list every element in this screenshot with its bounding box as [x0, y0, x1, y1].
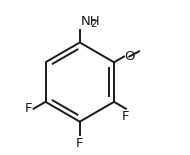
- Text: F: F: [25, 102, 32, 115]
- Text: O: O: [125, 50, 135, 63]
- Text: 2: 2: [91, 19, 97, 29]
- Text: F: F: [122, 110, 130, 123]
- Text: NH: NH: [81, 15, 100, 28]
- Text: F: F: [76, 137, 84, 150]
